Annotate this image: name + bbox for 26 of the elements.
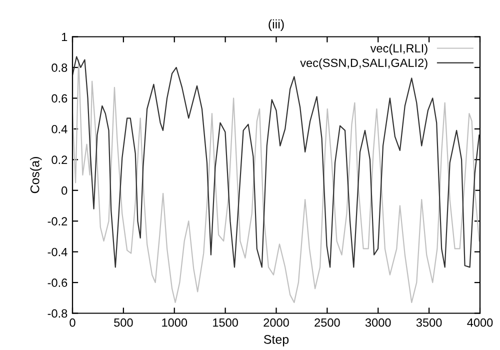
x-tick-label: 3000	[365, 318, 391, 327]
legend-label: vec(SSN,D,SALI,GALI2)	[300, 58, 428, 70]
x-axis-title: Step	[264, 335, 289, 346]
y-tick-label: -0.4	[48, 248, 68, 256]
y-tick-label: 0.6	[52, 94, 68, 103]
x-tick-label: 2500	[314, 318, 340, 327]
x-tick-label: 0	[70, 318, 76, 327]
x-tick-label: 500	[114, 318, 133, 327]
y-tick-label: -0.8	[48, 309, 68, 318]
x-tick-label: 3500	[416, 318, 442, 327]
legend-label: vec(LI,RLI)	[370, 44, 428, 55]
x-tick-label: 1000	[162, 318, 188, 327]
line-series	[72, 59, 480, 304]
y-tick-label: 0.2	[52, 156, 68, 164]
y-tick-label: 0	[62, 186, 68, 195]
line-series	[72, 56, 480, 268]
x-tick-label: 1500	[213, 318, 238, 327]
y-tick-label: 0.4	[52, 124, 68, 134]
x-tick-label: 2000	[264, 318, 289, 327]
y-tick-label: -0.2	[48, 217, 68, 226]
y-tick-label: 0.8	[52, 64, 68, 72]
chart-title: (iii)	[268, 19, 284, 32]
y-tick-label: -0.6	[48, 278, 68, 287]
y-tick-label: 1	[62, 32, 68, 42]
x-tick-label: 4000	[467, 318, 493, 327]
y-axis-title: Cos(a)	[30, 157, 42, 194]
